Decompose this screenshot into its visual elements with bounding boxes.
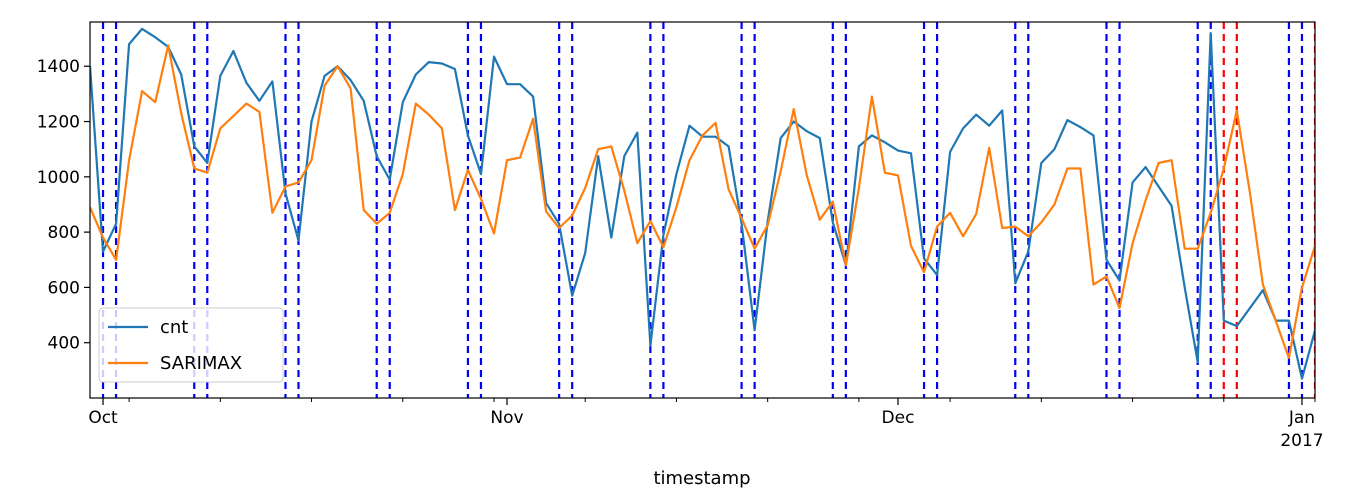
legend-label-sarimax: SARIMAX bbox=[160, 353, 242, 374]
x-tick-label-dec: Dec bbox=[882, 408, 915, 428]
legend-label-cnt: cnt bbox=[160, 317, 188, 338]
x-axis-title: timestamp bbox=[653, 468, 750, 489]
x-tick-sublabel-2017: 2017 bbox=[1280, 431, 1323, 451]
legend: cnt SARIMAX bbox=[98, 307, 284, 383]
x-axis: Oct Nov Dec Jan 2017 bbox=[88, 398, 1324, 451]
y-axis: 400 600 800 1000 1200 1400 bbox=[37, 57, 90, 354]
series-lines bbox=[90, 27, 1315, 380]
x-tick-label-nov: Nov bbox=[490, 408, 523, 428]
y-tick-label-1200: 1200 bbox=[37, 113, 80, 133]
y-tick-label-600: 600 bbox=[48, 278, 80, 298]
plot-frame bbox=[89, 21, 1316, 399]
x-tick-label-oct: Oct bbox=[88, 408, 118, 428]
y-tick-label-1000: 1000 bbox=[37, 168, 80, 188]
holiday-vlines bbox=[101, 22, 1315, 398]
y-tick-label-1400: 1400 bbox=[37, 57, 80, 77]
y-tick-label-800: 800 bbox=[48, 223, 80, 243]
x-tick-label-jan: Jan bbox=[1288, 408, 1315, 428]
series-line-sarimax bbox=[90, 44, 1315, 359]
y-tick-label-400: 400 bbox=[48, 334, 80, 354]
